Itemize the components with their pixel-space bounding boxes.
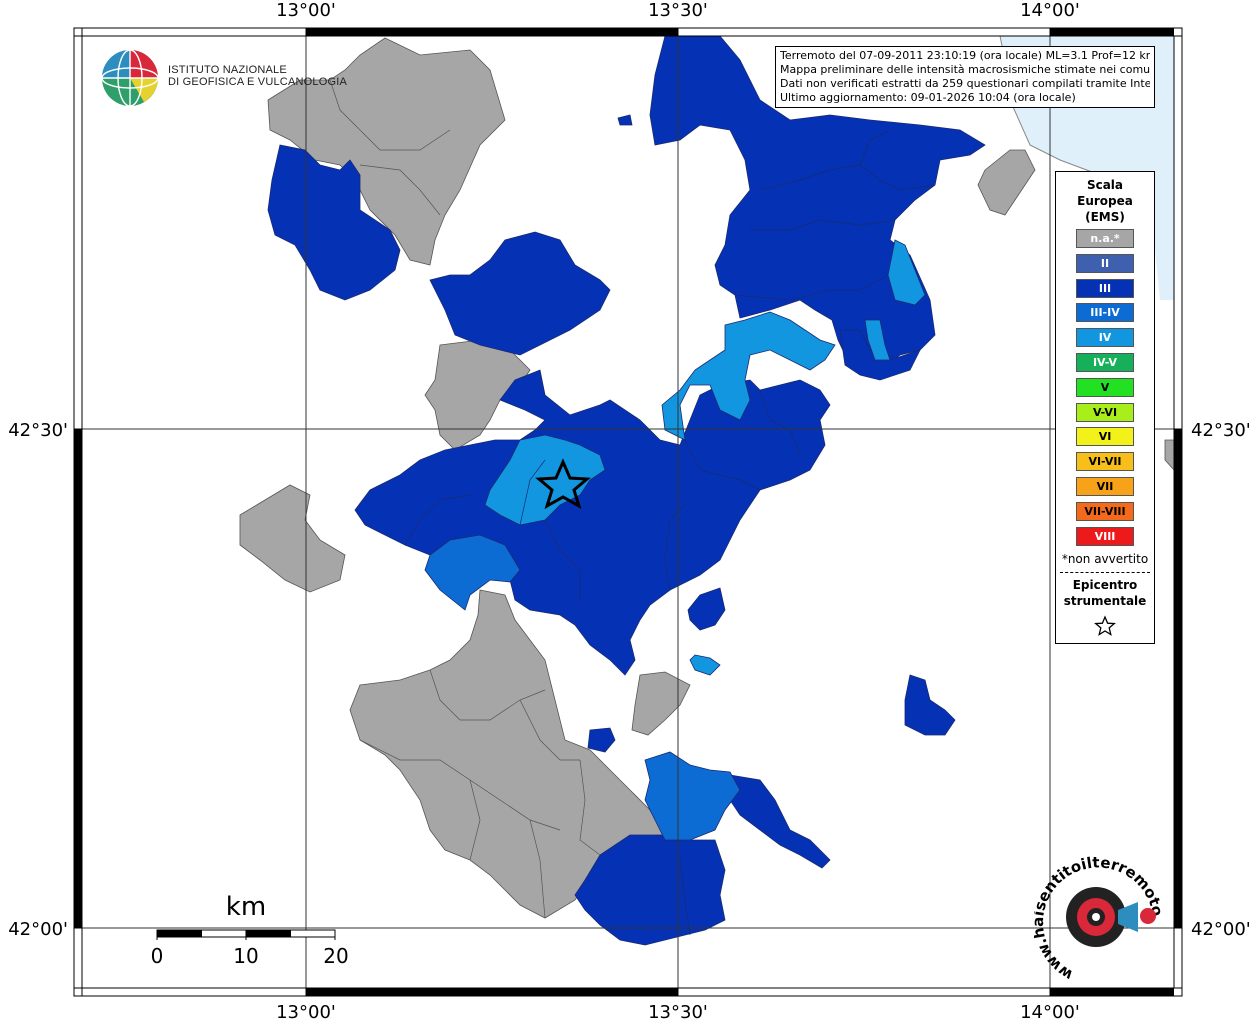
lat-label-left-1: 42°30' [8, 420, 68, 441]
grey-district-borders [329, 79, 601, 919]
legend-item: V-VI [1076, 402, 1134, 422]
star-icon [1094, 614, 1116, 636]
lat-label-right-2: 42°00' [1191, 919, 1251, 940]
globe-icon [101, 49, 159, 107]
scalebar-label-0: 0 [151, 944, 164, 968]
legend-item: III [1076, 278, 1134, 298]
legend-title-line-3: (EMS) [1085, 210, 1125, 224]
event-info-box: Terremoto del 07-09-2011 23:10:19 (ora l… [775, 46, 1155, 108]
legend-item: II [1076, 253, 1134, 273]
lon-label-top-1: 13°00' [276, 0, 336, 21]
intensity-legend: Scala Europea (EMS) n.a.* II III III-IV … [1055, 171, 1155, 644]
legend-item: VIII [1076, 526, 1134, 546]
legend-item: VI [1076, 427, 1134, 447]
scalebar-unit: km [226, 892, 266, 922]
lat-label-right-1: 42°30' [1191, 420, 1251, 441]
legend-items: n.a.* II III III-IV IV IV-V V V-VI VI VI… [1056, 229, 1154, 546]
epicenter-star-icon [535, 458, 591, 510]
legend-item: n.a.* [1076, 229, 1134, 248]
legend-item: VII-VIII [1076, 501, 1134, 521]
legend-epicenter-line-1: Epicentro [1072, 577, 1138, 592]
ingv-logo-line-2: DI GEOFISICA E VULCANOLOGIA [168, 76, 347, 88]
legend-title-line-2: Europea [1077, 194, 1133, 208]
lon-label-top-2: 13°30' [648, 0, 708, 21]
district-borders [404, 129, 936, 936]
legend-divider [1060, 571, 1150, 573]
ingv-logo: ISTITUTO NAZIONALE DI GEOFISICA E VULCAN… [100, 48, 347, 110]
ingv-logo-line-1: ISTITUTO NAZIONALE [168, 64, 287, 76]
legend-title-line-1: Scala [1086, 178, 1124, 192]
event-info-line-2: Mappa preliminare delle intensità macros… [780, 63, 1150, 76]
lat-label-left-2: 42°00' [8, 919, 68, 940]
event-info-line-4: Ultimo aggiornamento: 09-01-2026 10:04 (… [780, 91, 1076, 104]
legend-item: VII [1076, 476, 1134, 496]
legend-item: V [1076, 377, 1134, 397]
legend-item: IV [1076, 328, 1134, 348]
lon-label-bottom-3: 14°00' [1020, 1002, 1080, 1023]
legend-item: III-IV [1076, 303, 1134, 323]
scalebar-label-10: 10 [233, 944, 258, 968]
municipalities-intensity-III-IV [424, 534, 741, 841]
legend-epicenter-line-2: strumentale [1063, 593, 1147, 608]
scalebar-label-20: 20 [323, 944, 348, 968]
legend-item: VI-VII [1076, 452, 1134, 472]
graticule [74, 28, 1182, 996]
legend-item: IV-V [1076, 352, 1134, 372]
event-info-line-3: Dati non verificati estratti da 259 ques… [780, 77, 1150, 90]
legend-note: *non avvertito [1061, 551, 1149, 566]
lon-label-top-3: 14°00' [1020, 0, 1080, 21]
scalebar: km 0 10 20 [151, 892, 349, 968]
municipalities-not-felt [239, 37, 1175, 919]
earthquake-target-icon [1066, 887, 1156, 947]
haisentito-logo: www.haisentitoilterremoto.it [1029, 838, 1167, 984]
lon-label-bottom-1: 13°00' [276, 1002, 336, 1023]
event-info-line-1: Terremoto del 07-09-2011 23:10:19 (ora l… [780, 49, 1150, 62]
map-frame [73, 27, 1183, 997]
lon-label-bottom-2: 13°30' [648, 1002, 708, 1023]
